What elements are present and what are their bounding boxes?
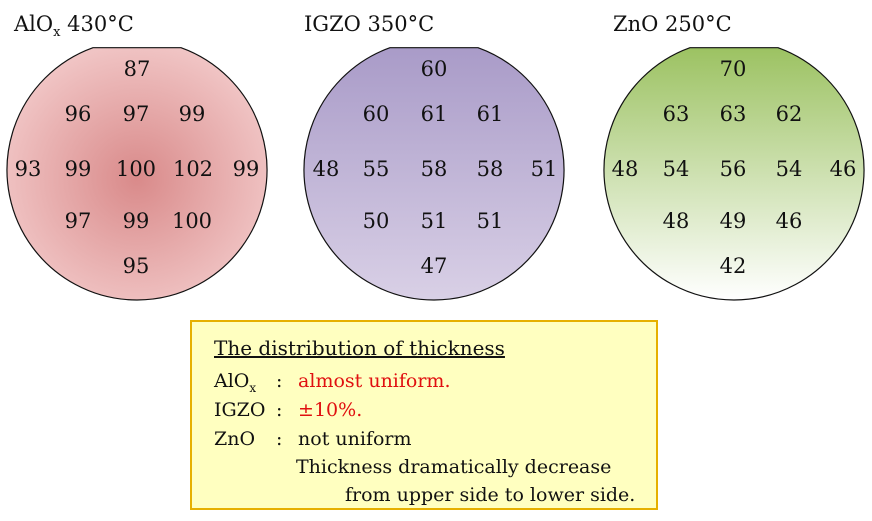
wafer-value: 100: [171, 209, 213, 233]
wafer-title-zno: ZnO 250°C: [613, 12, 732, 36]
wafer-value: 96: [64, 102, 92, 126]
summary-box: The distribution of thickness AlOx: almo…: [190, 320, 658, 510]
wafer-value: 48: [611, 157, 639, 181]
summary-continuation-1: Thickness dramatically decrease: [296, 456, 612, 478]
wafer-value: 99: [178, 102, 206, 126]
wafer-value: 47: [420, 254, 448, 278]
wafer-value: 61: [476, 102, 504, 126]
wafer-value: 99: [122, 209, 150, 233]
wafer-igzo: [303, 47, 565, 301]
summary-material: IGZO: [214, 399, 266, 421]
wafer-value: 46: [775, 209, 803, 233]
summary-colon: :: [276, 428, 283, 450]
wafer-value: 99: [64, 157, 92, 181]
wafer-value: 51: [476, 209, 504, 233]
wafer-value: 55: [362, 157, 390, 181]
wafer-zno: [603, 47, 865, 301]
wafer-value: 87: [123, 57, 151, 81]
wafer-value: 58: [420, 157, 448, 181]
wafer-value: 54: [775, 157, 803, 181]
summary-text-alox: almost uniform.: [298, 370, 451, 392]
wafer-value: 60: [362, 102, 390, 126]
wafer-value: 50: [362, 209, 390, 233]
summary-material: ZnO: [214, 428, 256, 450]
wafer-maps: [6, 47, 865, 301]
wafer-value: 48: [662, 209, 690, 233]
summary-heading: The distribution of thickness: [214, 336, 505, 360]
summary-row-igzo: IGZO: ±10%.: [214, 399, 362, 421]
wafer-value: 95: [122, 254, 150, 278]
wafer-value: 51: [420, 209, 448, 233]
wafer-value: 97: [122, 102, 150, 126]
wafer-value: 61: [420, 102, 448, 126]
wafer-title-alox: AlOx 430°C: [14, 12, 134, 41]
wafer-value: 102: [172, 157, 214, 181]
wafer-value: 54: [662, 157, 690, 181]
wafer-value: 97: [64, 209, 92, 233]
wafer-value: 56: [719, 157, 747, 181]
wafer-value: 93: [14, 157, 42, 181]
summary-text-zno: not uniform: [298, 428, 412, 450]
wafer-value: 63: [662, 102, 690, 126]
wafer-value: 70: [719, 57, 747, 81]
wafer-value: 99: [232, 157, 260, 181]
wafer-value: 62: [775, 102, 803, 126]
summary-colon: :: [276, 399, 283, 421]
summary-row-zno: ZnO: not uniform: [214, 428, 412, 450]
wafer-value: 46: [829, 157, 857, 181]
wafer-value: 48: [312, 157, 340, 181]
summary-text-igzo: ±10%.: [298, 399, 363, 421]
summary-material: AlOx: [214, 370, 257, 395]
summary-continuation-2: from upper side to lower side.: [345, 484, 636, 506]
wafer-title-igzo: IGZO 350°C: [304, 12, 435, 36]
wafer-value: 63: [719, 102, 747, 126]
summary-colon: :: [276, 370, 283, 392]
wafer-value: 100: [115, 157, 157, 181]
summary-row-alox: AlOx: almost uniform.: [214, 370, 451, 395]
wafer-value: 49: [719, 209, 747, 233]
wafer-value: 42: [719, 254, 747, 278]
wafer-alox: [6, 47, 268, 301]
wafer-value: 51: [530, 157, 558, 181]
wafer-value: 58: [476, 157, 504, 181]
wafer-value: 60: [420, 57, 448, 81]
